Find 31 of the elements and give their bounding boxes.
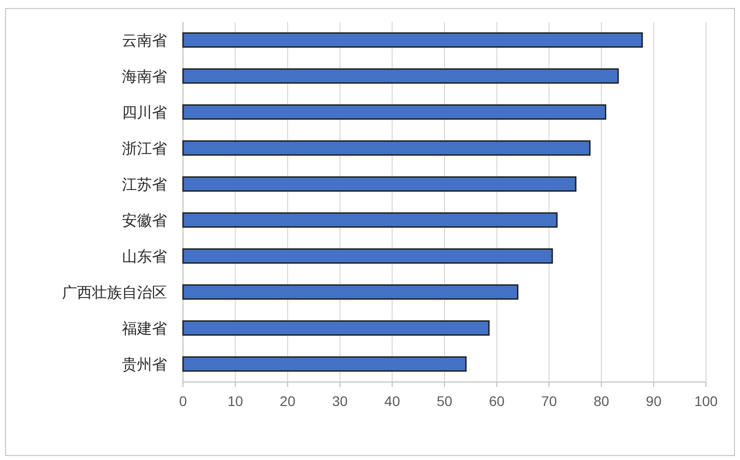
bar bbox=[182, 356, 467, 372]
bar bbox=[182, 320, 490, 336]
y-tick-label: 浙江省 bbox=[122, 139, 167, 158]
y-tick-label: 福建省 bbox=[122, 319, 167, 338]
bar bbox=[182, 284, 518, 300]
y-tick-label: 广西壮族自治区 bbox=[62, 283, 167, 302]
x-tick-label: 100 bbox=[694, 393, 718, 409]
y-tick-label: 贵州省 bbox=[122, 355, 167, 374]
bar bbox=[182, 140, 591, 156]
x-tick-label: 70 bbox=[541, 393, 558, 409]
y-tick-label: 海南省 bbox=[122, 67, 167, 86]
y-tick-label: 安徽省 bbox=[122, 211, 167, 230]
x-tick-label: 90 bbox=[646, 393, 662, 409]
bar bbox=[182, 32, 643, 48]
x-tick-label: 10 bbox=[228, 393, 244, 409]
x-tick-label: 40 bbox=[384, 393, 400, 409]
bar bbox=[182, 248, 553, 264]
bar bbox=[182, 212, 558, 228]
x-tick-label: 20 bbox=[280, 393, 296, 409]
bar bbox=[182, 104, 606, 120]
bar bbox=[182, 176, 576, 192]
y-tick-label: 四川省 bbox=[122, 103, 167, 122]
y-tick-label: 山东省 bbox=[122, 247, 167, 266]
x-tick-label: 30 bbox=[332, 393, 348, 409]
y-tick-label: 云南省 bbox=[122, 31, 167, 50]
bar bbox=[182, 68, 619, 84]
x-tick-label: 80 bbox=[594, 393, 610, 409]
x-tick-label: 60 bbox=[489, 393, 505, 409]
y-tick-label: 江苏省 bbox=[122, 175, 167, 194]
x-tick-label: 50 bbox=[436, 393, 452, 409]
x-tick-label: 0 bbox=[179, 393, 188, 409]
